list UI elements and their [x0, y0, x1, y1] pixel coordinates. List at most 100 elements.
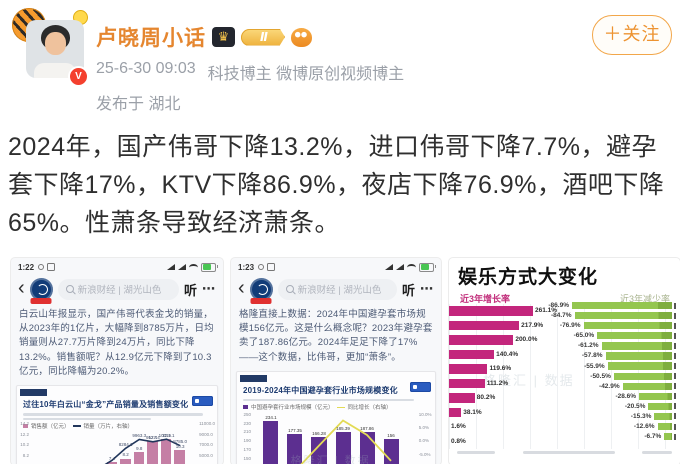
decline-row: -6.7%: [524, 433, 676, 441]
decline-value-label: -20.5%: [624, 402, 646, 410]
decline-value-label: -86.9%: [548, 302, 569, 310]
mini-bar: [311, 436, 327, 464]
mini-bar: [174, 449, 186, 464]
growth-value-label: 0.8%: [451, 437, 466, 445]
cropped-category-mark: [674, 383, 676, 390]
decline-bar: [648, 402, 672, 410]
decline-row: -65.0%: [524, 332, 676, 340]
growth-bar: [449, 349, 495, 359]
post-timestamp: 25-6-30 09:03: [96, 60, 196, 77]
axis-tick: 12.2: [20, 431, 29, 437]
growth-row: 200.0%: [449, 335, 569, 345]
mini-bar: [160, 439, 172, 464]
verified-badge-icon: V: [68, 66, 89, 87]
decline-bar: [597, 332, 672, 340]
condom-chart-card: 2019-2024年中国避孕套行业市场规模变化 中国避孕套行业市场规模（亿元） …: [236, 370, 436, 464]
bar-value-label: 177.35: [288, 428, 302, 434]
axis-tick: 210: [243, 429, 251, 435]
decline-value-label: -55.9%: [584, 362, 605, 370]
bar-value-label: 166.28: [312, 430, 326, 436]
author-row: 卢晓周小话 ♛ Ⅱ: [96, 22, 312, 52]
decline-row: -86.9%: [524, 302, 676, 310]
post-header: V 卢晓周小话 ♛ Ⅱ 25-6-30 09:03 科技博主 微博原创视频博主 …: [0, 0, 680, 125]
chart1-left-axis: 14.212.210.28.26.24.2: [17, 421, 29, 464]
axis-tick: 10.2: [20, 442, 29, 448]
growth-bar: [449, 335, 514, 345]
chart2-title: 2019-2024年中国避孕套行业市场规模变化: [243, 385, 398, 395]
watermark: 格隆汇 | 数据: [483, 373, 575, 388]
account-logo-icon: [249, 277, 273, 304]
back-chevron-icon: ‹: [238, 276, 245, 299]
search-input: 新浪财经 | 湖光山色: [57, 278, 179, 300]
growth-row: 217.9%: [449, 320, 569, 330]
logo-ribbon: [250, 297, 272, 304]
crown-badge-icon: ♛: [212, 27, 235, 47]
decline-row: -76.9%: [524, 322, 676, 330]
embedded-screenshot-1[interactable]: 1:22 ‹ 新浪财经 | 湖光山色 听 ⋯ 白云山年报显示，国产伟哥代表金戈的…: [10, 257, 224, 464]
footnote-skeleton: [457, 451, 495, 454]
chart2-legend: 中国避孕套行业市场规模（亿元） 同比增长（右轴）: [243, 403, 429, 411]
growth-value-label: 200.0%: [515, 336, 538, 344]
mini-bar: [133, 452, 145, 464]
search-text: 新浪财经 | 湖光山色: [297, 285, 382, 296]
growth-row: 261.1%: [449, 306, 569, 316]
bar-value-label: 12.4: [148, 435, 158, 441]
decline-row: -12.6%: [524, 422, 676, 431]
follow-button[interactable]: ＋关注: [592, 15, 672, 55]
bar-value-label: 5.6: [95, 463, 101, 464]
growth-row: 38.1%: [449, 407, 569, 417]
growth-bar: [449, 364, 488, 374]
fish-badge-icon: [291, 27, 312, 47]
status-bar: 1:22: [11, 258, 223, 274]
chart3-decline-label: 近3年减少率: [619, 294, 670, 304]
axis-tick: 190: [243, 438, 251, 444]
wifi-icon: [189, 263, 198, 271]
search-icon: [65, 285, 74, 293]
bar-value-label: 12.9: [162, 433, 171, 439]
level-badge: Ⅱ: [241, 28, 285, 46]
axis-tick: 14.2: [20, 421, 29, 427]
mini-bar: [263, 421, 279, 464]
growth-value-label: 111.2%: [486, 379, 509, 387]
author-name[interactable]: 卢晓周小话: [96, 27, 206, 50]
decline-bar: [639, 392, 672, 400]
cropped-category-mark: [674, 332, 676, 339]
cropped-category-mark: [674, 322, 676, 329]
chart1-legend: 销售额（亿元） 销量（万片，右轴）: [23, 422, 211, 430]
embedded-screenshot-2[interactable]: 1:23 ‹ 新浪财经 | 湖光山色 听 ⋯ 格隆直接上数据：2024年中国避孕…: [230, 257, 442, 464]
bar-value-label: 234.1: [265, 414, 277, 420]
decline-row: -50.5%: [524, 372, 676, 380]
growth-bar: [449, 306, 533, 316]
account-logo-icon: [29, 277, 53, 304]
more-icon: ⋯: [420, 281, 434, 296]
decline-bar: [657, 422, 672, 431]
listen-button: 听: [183, 282, 197, 298]
line-value-label: 10011.1: [158, 432, 175, 438]
nav-bar: ‹ 新浪财经 | 湖光山色 听 ⋯: [231, 274, 441, 304]
source-skeleton: [522, 451, 615, 454]
legend-line-label: 销量（万片，右轴）: [83, 424, 134, 431]
chart-corner-decoration: [20, 389, 47, 397]
decline-value-label: -42.9%: [599, 382, 620, 390]
growth-bar: [449, 407, 462, 417]
growth-row: 119.6%: [449, 364, 569, 374]
decline-row: -15.3%: [524, 412, 676, 421]
decline-bar: [613, 372, 672, 380]
embedded-screenshot-3[interactable]: 娱乐方式大变化 近3年增长率 近3年减少率 格隆汇 | 数据 261.1% 217…: [448, 257, 680, 464]
axis-tick: 230: [243, 420, 251, 426]
axis-tick: 11000.0: [199, 421, 215, 427]
decline-value-label: -65.0%: [573, 332, 595, 340]
avatar[interactable]: V: [12, 8, 89, 87]
decline-bar: [601, 342, 672, 350]
axis-tick: 5000.0: [199, 452, 213, 458]
axis-tick: 150: [243, 455, 251, 461]
alarm-icon: [38, 264, 45, 270]
decline-bar: [583, 322, 672, 330]
signal-icon: [385, 264, 393, 270]
decline-value-label: -28.6%: [615, 392, 637, 400]
status-time: 1:22: [18, 262, 35, 272]
decline-row: -61.2%: [524, 342, 676, 350]
axis-tick: 0.0%: [418, 438, 429, 444]
cropped-category-mark: [674, 352, 676, 359]
